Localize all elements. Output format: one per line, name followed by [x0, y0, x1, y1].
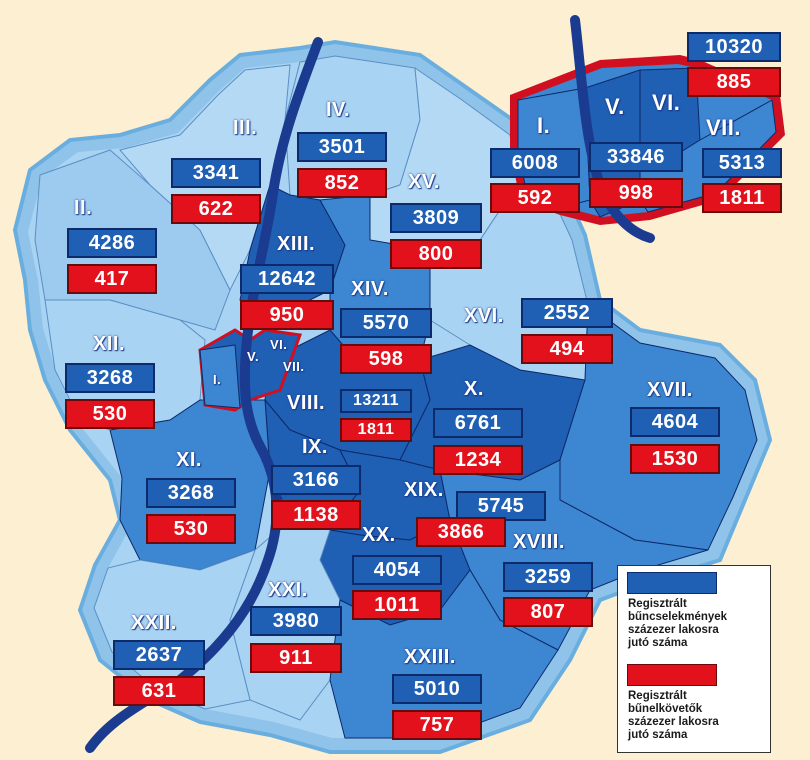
crimes-box-V: 33846: [589, 142, 683, 172]
crimes-box-XI: 3268: [146, 478, 236, 508]
crimes-box-XXIII: 5010: [392, 674, 482, 704]
offenders-box-I: 592: [490, 183, 580, 213]
label-II: II.: [74, 197, 93, 219]
legend-swatch-offenders: [627, 664, 717, 686]
crimes-box-II: 4286: [67, 228, 157, 258]
label-IX: IX.: [302, 436, 328, 458]
crimes-box-VI: 10320: [687, 32, 781, 62]
offenders-box-VI: 885: [687, 67, 781, 97]
offenders-box-IX: 1138: [271, 500, 361, 530]
label-XVII: XVII.: [647, 379, 693, 401]
crimes-box-III: 3341: [171, 158, 261, 188]
offenders-box-VIII: 1811: [340, 418, 412, 442]
offenders-box-XVI: 494: [521, 334, 613, 364]
crimes-box-I: 6008: [490, 148, 580, 178]
crimes-box-XV: 3809: [390, 203, 482, 233]
center-label-VII: VII.: [283, 359, 305, 374]
inset-river: [570, 15, 655, 243]
offenders-box-XXIII: 757: [392, 710, 482, 740]
label-XX: XX.: [362, 524, 396, 546]
label-I: I.: [537, 113, 551, 138]
offenders-box-XXII: 631: [113, 676, 205, 706]
label-XXIII: XXIII.: [404, 646, 456, 668]
offenders-box-XIX: 3866: [416, 517, 506, 547]
label-XVI: XVI.: [464, 305, 504, 327]
offenders-box-XX: 1011: [352, 590, 442, 620]
legend-text-crimes: Regisztrált bűncselekmények százezer lak…: [628, 598, 728, 649]
crimes-box-XVII: 4604: [630, 407, 720, 437]
crimes-box-XIII: 12642: [240, 264, 334, 294]
label-VIII: VIII.: [287, 392, 326, 414]
crimes-box-XIV: 5570: [340, 308, 432, 338]
label-XI: XI.: [176, 449, 202, 471]
label-XIX: XIX.: [404, 479, 444, 501]
offenders-box-II: 417: [67, 264, 157, 294]
offenders-box-XVIII: 807: [503, 597, 593, 627]
offenders-box-XV: 800: [390, 239, 482, 269]
label-XXI: XXI.: [268, 579, 308, 601]
center-label-I: I.: [213, 372, 222, 387]
label-V: V.: [605, 94, 625, 119]
label-VI: VI.: [652, 90, 681, 115]
label-XIV: XIV.: [351, 278, 389, 300]
crimes-box-IX: 3166: [271, 465, 361, 495]
label-XXII: XXII.: [131, 612, 177, 634]
label-III: III.: [233, 117, 258, 139]
offenders-box-V: 998: [589, 178, 683, 208]
district-I-small: [199, 344, 241, 409]
crimes-box-X: 6761: [433, 408, 523, 438]
offenders-box-IV: 852: [297, 168, 387, 198]
crimes-box-XX: 4054: [352, 555, 442, 585]
offenders-box-XI: 530: [146, 514, 236, 544]
offenders-box-VII: 1811: [702, 183, 782, 213]
label-IV: IV.: [326, 99, 351, 121]
offenders-box-III: 622: [171, 194, 261, 224]
label-XII: XII.: [93, 333, 126, 355]
crimes-box-VII: 5313: [702, 148, 782, 178]
offenders-box-XXI: 911: [250, 643, 342, 673]
offenders-box-X: 1234: [433, 445, 523, 475]
crimes-box-XVI: 2552: [521, 298, 613, 328]
crimes-box-IV: 3501: [297, 132, 387, 162]
crimes-box-XVIII: 3259: [503, 562, 593, 592]
legend: Regisztrált bűncselekmények százezer lak…: [617, 565, 771, 753]
center-label-V: V.: [247, 349, 260, 364]
offenders-box-XIII: 950: [240, 300, 334, 330]
label-XIII: XIII.: [277, 233, 316, 255]
crimes-box-XXI: 3980: [250, 606, 342, 636]
offenders-box-XIV: 598: [340, 344, 432, 374]
crimes-box-VIII: 13211: [340, 389, 412, 413]
crimes-box-XII: 3268: [65, 363, 155, 393]
legend-text-offenders: Regisztrált bűnelkövetők százezer lakosr…: [628, 690, 719, 741]
offenders-box-XII: 530: [65, 399, 155, 429]
crimes-box-XXII: 2637: [113, 640, 205, 670]
offenders-box-XVII: 1530: [630, 444, 720, 474]
label-XV: XV.: [408, 171, 440, 193]
legend-swatch-crimes: [627, 572, 717, 594]
label-VII: VII.: [706, 115, 742, 140]
label-X: X.: [464, 378, 484, 400]
center-label-VI: VI.: [270, 337, 288, 352]
label-XVIII: XVIII.: [513, 531, 565, 553]
